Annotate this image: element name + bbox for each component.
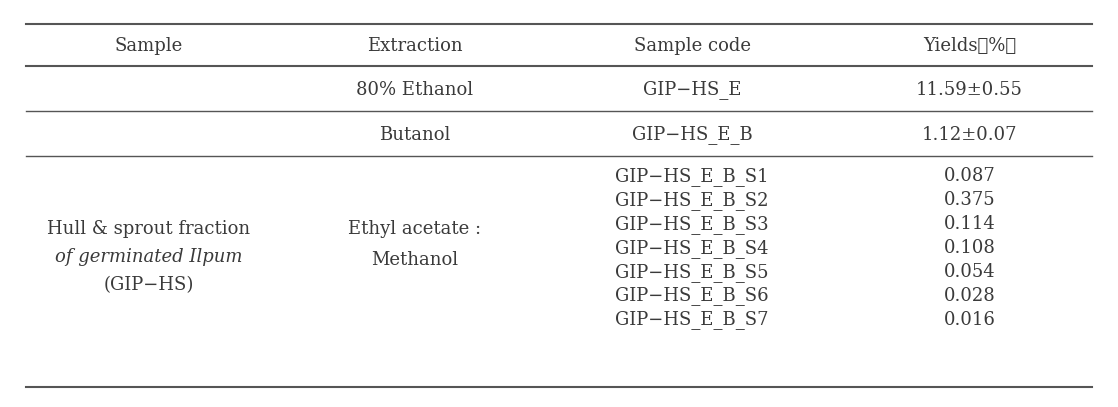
Text: 0.016: 0.016 bbox=[944, 311, 995, 329]
Text: 80% Ethanol: 80% Ethanol bbox=[357, 81, 473, 99]
Text: GIP−HS_E_B_S5: GIP−HS_E_B_S5 bbox=[615, 263, 769, 282]
Text: 0.375: 0.375 bbox=[944, 191, 995, 209]
Text: GIP−HS_E_B_S2: GIP−HS_E_B_S2 bbox=[615, 191, 769, 210]
Text: 0.028: 0.028 bbox=[944, 287, 995, 305]
Text: GIP−HS_E_B_S1: GIP−HS_E_B_S1 bbox=[615, 167, 769, 186]
Text: Extraction: Extraction bbox=[367, 37, 463, 55]
Text: Yields（%）: Yields（%） bbox=[923, 37, 1016, 55]
Text: 0.087: 0.087 bbox=[944, 167, 995, 186]
Text: of germinated Ilpum: of germinated Ilpum bbox=[55, 248, 243, 266]
Text: 0.114: 0.114 bbox=[944, 215, 995, 233]
Text: Methanol: Methanol bbox=[371, 251, 458, 269]
Text: Sample: Sample bbox=[114, 37, 182, 55]
Text: 0.108: 0.108 bbox=[944, 239, 995, 257]
Text: GIP−HS_E: GIP−HS_E bbox=[643, 81, 741, 99]
Text: GIP−HS_E_B: GIP−HS_E_B bbox=[632, 125, 752, 144]
Text: GIP−HS_E_B_S6: GIP−HS_E_B_S6 bbox=[615, 287, 769, 306]
Text: 0.054: 0.054 bbox=[944, 263, 995, 281]
Text: Ethyl acetate :: Ethyl acetate : bbox=[348, 221, 482, 239]
Text: 11.59±0.55: 11.59±0.55 bbox=[916, 81, 1023, 99]
Text: Sample code: Sample code bbox=[634, 37, 750, 55]
Text: (GIP−HS): (GIP−HS) bbox=[103, 276, 193, 294]
Text: Hull & sprout fraction: Hull & sprout fraction bbox=[47, 221, 250, 239]
Text: GIP−HS_E_B_S4: GIP−HS_E_B_S4 bbox=[615, 239, 769, 258]
Text: Butanol: Butanol bbox=[379, 125, 451, 144]
Text: GIP−HS_E_B_S7: GIP−HS_E_B_S7 bbox=[615, 311, 769, 329]
Text: 1.12±0.07: 1.12±0.07 bbox=[922, 125, 1017, 144]
Text: GIP−HS_E_B_S3: GIP−HS_E_B_S3 bbox=[615, 215, 769, 234]
